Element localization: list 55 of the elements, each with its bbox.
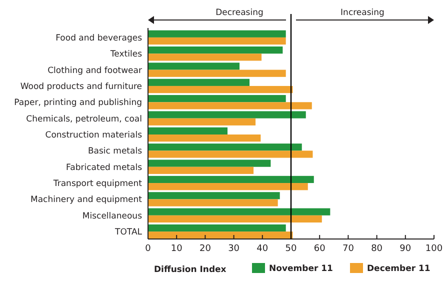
y-tick-label: Fabricated metals: [66, 162, 143, 173]
x-tick-label: 50: [285, 244, 297, 254]
y-tick-label: Construction materials: [45, 130, 143, 140]
bar: [148, 95, 286, 102]
bar: [148, 199, 278, 206]
bar: [148, 224, 286, 232]
text: Decreasing: [216, 8, 264, 18]
y-tick-label: Machinery and equipment: [30, 195, 143, 206]
bar: [148, 176, 314, 184]
bar: [148, 30, 286, 38]
bar: [148, 127, 228, 134]
x-tick-label: 70: [342, 244, 354, 254]
bar: [148, 46, 283, 54]
y-tick-label: Food and beverages: [56, 33, 143, 44]
legend-label: December 11: [367, 264, 430, 274]
y-tick-label: Chemicals, petroleum, coal: [26, 114, 142, 124]
bar: [148, 208, 330, 216]
bar: [148, 78, 250, 86]
y-tick-label: Transport equipment: [52, 179, 143, 190]
x-tick-label: 90: [400, 244, 412, 254]
y-tick-label: Textiles: [109, 50, 143, 60]
legend-title: Diffusion Index: [154, 265, 227, 275]
bar: [148, 118, 256, 126]
y-tick-label: Paper, printing and publishing: [14, 98, 142, 108]
bar: [148, 160, 271, 167]
x-tick-label: 40: [256, 244, 268, 254]
bar: [148, 62, 240, 70]
x-tick-label: 30: [228, 244, 240, 254]
y-tick-label: Wood products and furniture: [20, 82, 142, 92]
bar: [148, 183, 308, 190]
bar: [148, 150, 313, 158]
x-tick-label: 100: [425, 244, 443, 254]
bar: [148, 54, 262, 61]
bar: [148, 144, 302, 151]
bar: [148, 232, 293, 239]
y-tick-label: Clothing and footwear: [48, 66, 142, 76]
y-tick-label: Miscellaneous: [82, 211, 143, 222]
bar: [148, 102, 312, 110]
x-tick-label: 10: [170, 244, 183, 254]
x-tick-label: 0: [145, 244, 152, 254]
bar: [148, 134, 261, 142]
text: Increasing: [340, 8, 384, 18]
legend-label: November 11: [269, 264, 334, 274]
y-tick-label: TOTAL: [114, 228, 142, 238]
x-tick-label: 20: [199, 244, 212, 254]
x-tick-label: 80: [371, 244, 383, 254]
y-tick-label: Basic metals: [88, 146, 143, 157]
bar: [148, 86, 293, 94]
x-tick-label: 60: [314, 244, 326, 254]
bar: [148, 215, 322, 222]
bar: [148, 111, 306, 118]
bar: [148, 37, 286, 45]
bar: [148, 192, 280, 200]
bar: [148, 70, 286, 77]
bar: [148, 166, 254, 174]
